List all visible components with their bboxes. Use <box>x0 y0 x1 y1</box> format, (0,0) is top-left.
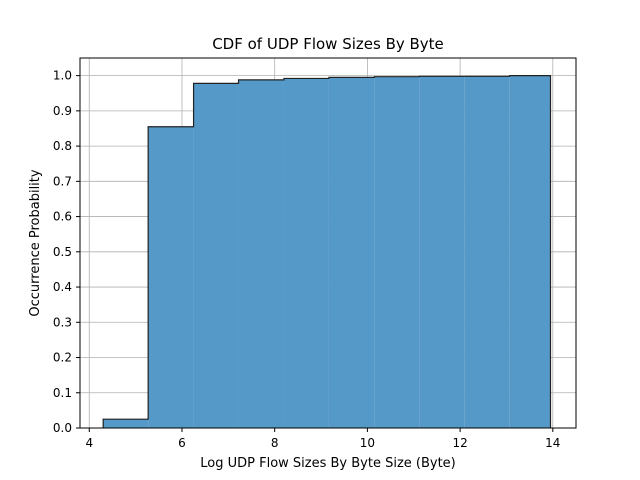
y-tick-label: 0.6 <box>53 210 72 224</box>
histogram-bar-1 <box>103 419 149 428</box>
x-tick-label: 14 <box>545 436 560 450</box>
x-axis: 4 6 8 10 12 14 <box>85 428 560 450</box>
plot-frame <box>79 57 577 429</box>
histogram-bars <box>103 75 551 429</box>
y-tick-label: 0.2 <box>53 351 72 365</box>
histogram-bar-9 <box>464 76 510 429</box>
chart-title: CDF of UDP Flow Sizes By Byte <box>212 35 444 53</box>
histogram-bar-7 <box>374 76 420 428</box>
histogram-bar-10 <box>509 75 551 428</box>
histogram-bar-6 <box>328 77 375 428</box>
x-tick-label: 8 <box>271 436 279 450</box>
y-tick-label: 0.8 <box>53 139 72 153</box>
x-tick-label: 6 <box>178 436 186 450</box>
x-tick-label: 10 <box>360 436 375 450</box>
y-axis-label: Occurrence Probability <box>28 169 43 316</box>
y-tick-label: 0.0 <box>53 421 72 435</box>
y-tick-label: 0.7 <box>53 174 72 188</box>
histogram-bar-4 <box>238 79 284 428</box>
y-tick-label: 0.5 <box>53 245 72 259</box>
x-axis-label: Log UDP Flow Sizes By Byte Size (Byte) <box>200 456 456 471</box>
histogram-bar-3 <box>193 83 239 428</box>
x-tick-label: 12 <box>452 436 467 450</box>
histogram-bar-5 <box>283 78 329 428</box>
y-tick-label: 1.0 <box>53 69 72 83</box>
cdf-step-outline <box>102 75 552 428</box>
y-tick-label: 0.4 <box>53 280 72 294</box>
y-tick-label: 0.1 <box>53 386 72 400</box>
histogram-bar-2 <box>148 126 194 428</box>
y-tick-label: 0.3 <box>53 315 72 329</box>
x-tick-label: 4 <box>85 436 93 450</box>
y-axis: 0.0 0.1 0.2 0.3 0.4 0.5 0.6 0.7 0.8 0.9 1.0 <box>53 69 80 435</box>
y-tick-label: 0.9 <box>53 104 72 118</box>
histogram-bar-8 <box>419 76 465 429</box>
